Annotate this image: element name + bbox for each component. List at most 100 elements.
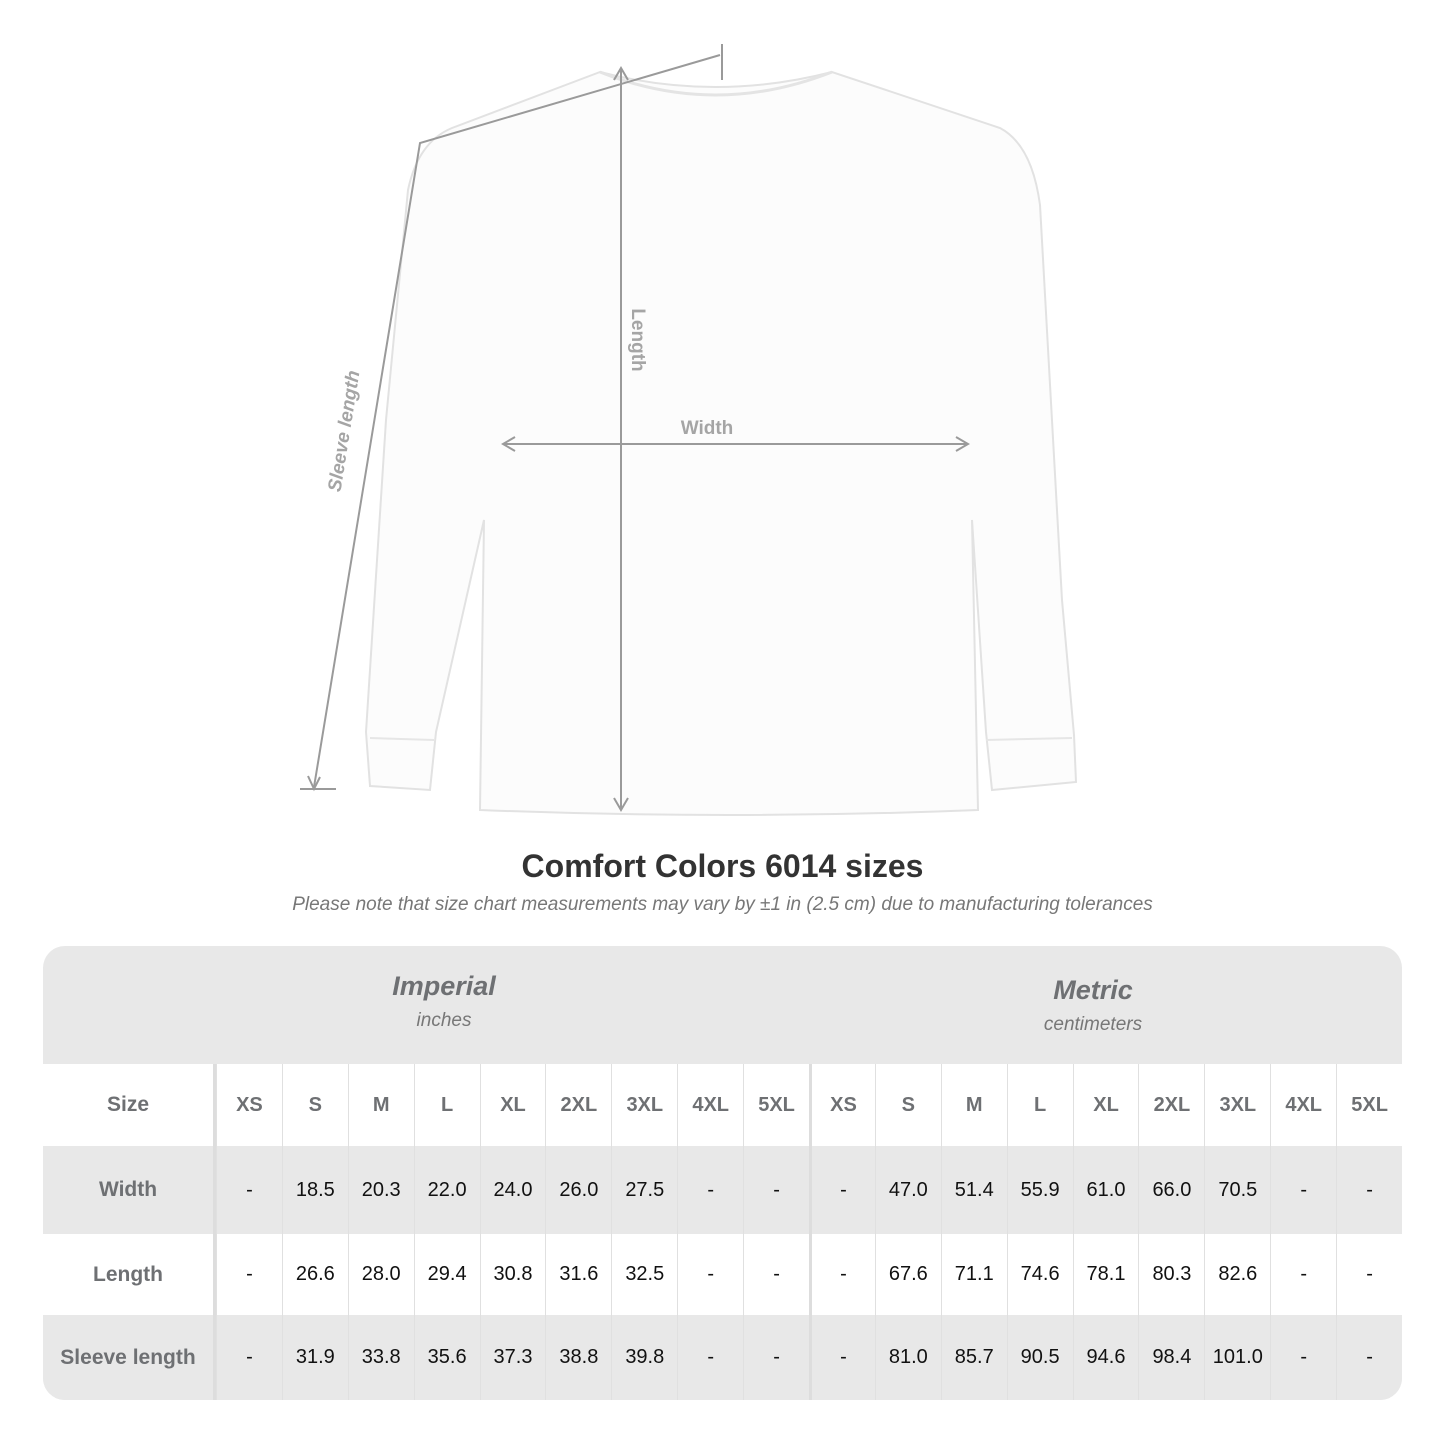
- imperial-value-3xl: 27.5: [611, 1146, 677, 1234]
- metric-title: Metric: [1053, 975, 1133, 1005]
- metric-value-4xl: -: [1270, 1315, 1336, 1400]
- imperial-value-m: 33.8: [347, 1315, 414, 1400]
- imperial-value-4xl: -: [677, 1234, 743, 1315]
- table-row-sleeve-length: Sleeve length -31.9 33.8 35.6 37.3 38.8 39.8- -…: [43, 1315, 1402, 1400]
- measurement-lines: [300, 44, 970, 812]
- metric-size-l: L: [1006, 1064, 1073, 1146]
- cuffs: [369, 737, 1073, 741]
- metric-value-xl: 61.0: [1072, 1146, 1139, 1234]
- metric-value-m: 85.7: [940, 1315, 1007, 1400]
- metric-size-4xl: 4XL: [1270, 1064, 1336, 1146]
- imperial-size-2xl: 2XL: [545, 1064, 611, 1146]
- size-header-row: Size XS S M L XL 2XL 3XL 4XL 5XL XS S M L XL 2XL 3XL 4XL 5…: [43, 1064, 1402, 1146]
- imperial-size-l: L: [413, 1064, 480, 1146]
- metric-unit: centimeters: [1043, 1014, 1143, 1035]
- table-row-width: Width -18.5 20.3 22.0 24.0 26.0 27.5- - -47.0 51.…: [43, 1146, 1402, 1234]
- imperial-value-l: 29.4: [413, 1234, 480, 1315]
- metric-value-s: 47.0: [874, 1146, 941, 1234]
- imperial-value-xl: 30.8: [479, 1234, 546, 1315]
- row-label: Length: [43, 1234, 216, 1315]
- imperial-value-l: 35.6: [413, 1315, 480, 1400]
- imperial-value-2xl: 31.6: [545, 1234, 611, 1315]
- imperial-value-xs: -: [216, 1146, 282, 1234]
- metric-value-2xl: 98.4: [1138, 1315, 1204, 1400]
- imperial-value-2xl: 38.8: [545, 1315, 611, 1400]
- metric-value-l: 74.6: [1006, 1234, 1073, 1315]
- metric-value-3xl: 70.5: [1204, 1146, 1270, 1234]
- imperial-value-s: 18.5: [281, 1146, 348, 1234]
- size-table: Imperial inches Metric centimeters Size X…: [43, 946, 1402, 1400]
- page-title: Comfort Colors 6014 sizes: [521, 848, 924, 884]
- metric-value-2xl: 66.0: [1138, 1146, 1204, 1234]
- width-label: Width: [681, 418, 734, 439]
- imperial-size-xs: XS: [216, 1064, 282, 1146]
- imperial-value-m: 28.0: [347, 1234, 414, 1315]
- imperial-value-xl: 24.0: [479, 1146, 546, 1234]
- imperial-size-s: S: [281, 1064, 348, 1146]
- metric-value-m: 51.4: [940, 1146, 1007, 1234]
- metric-size-2xl: 2XL: [1138, 1064, 1204, 1146]
- imperial-value-5xl: -: [743, 1146, 809, 1234]
- metric-value-s: 67.6: [874, 1234, 941, 1315]
- metric-value-xs: -: [809, 1146, 875, 1234]
- imperial-value-5xl: -: [743, 1234, 809, 1315]
- metric-value-m: 71.1: [940, 1234, 1007, 1315]
- imperial-value-3xl: 39.8: [611, 1315, 677, 1400]
- metric-value-xs: -: [809, 1234, 875, 1315]
- metric-value-4xl: -: [1270, 1146, 1336, 1234]
- metric-size-3xl: 3XL: [1204, 1064, 1270, 1146]
- imperial-size-xl: XL: [479, 1064, 546, 1146]
- metric-value-3xl: 82.6: [1204, 1234, 1270, 1315]
- metric-size-m: M: [940, 1064, 1007, 1146]
- row-label: Sleeve length: [43, 1315, 216, 1400]
- size-grid: Size XS S M L XL 2XL 3XL 4XL 5XL XS S M L XL 2XL 3XL 4XL 5…: [43, 1064, 1402, 1400]
- imperial-size-m: M: [347, 1064, 414, 1146]
- metric-size-s: S: [874, 1064, 941, 1146]
- metric-value-l: 55.9: [1006, 1146, 1073, 1234]
- shirt-diagram: Length Width Sleeve length: [300, 44, 1078, 816]
- metric-value-l: 90.5: [1006, 1315, 1073, 1400]
- imperial-value-3xl: 32.5: [611, 1234, 677, 1315]
- length-arrows: [613, 66, 629, 812]
- imperial-title: Imperial: [392, 971, 496, 1001]
- metric-size-xl: XL: [1072, 1064, 1139, 1146]
- imperial-size-3xl: 3XL: [611, 1064, 677, 1146]
- size-header: Size: [43, 1064, 216, 1146]
- metric-header: Metric centimeters: [809, 946, 1377, 1093]
- metric-value-2xl: 80.3: [1138, 1234, 1204, 1315]
- metric-value-3xl: 101.0: [1204, 1315, 1270, 1400]
- width-arrows: [501, 436, 970, 452]
- tolerance-note: Please note that size chart measurements…: [292, 894, 1153, 915]
- imperial-header: Imperial inches: [216, 946, 672, 1089]
- sleeve-line: [313, 54, 721, 788]
- metric-size-xs: XS: [809, 1064, 875, 1146]
- metric-value-s: 81.0: [874, 1315, 941, 1400]
- imperial-value-4xl: -: [677, 1315, 743, 1400]
- metric-value-xl: 78.1: [1072, 1234, 1139, 1315]
- imperial-value-s: 31.9: [281, 1315, 348, 1400]
- imperial-value-s: 26.6: [281, 1234, 348, 1315]
- imperial-size-5xl: 5XL: [743, 1064, 809, 1146]
- metric-value-xl: 94.6: [1072, 1315, 1139, 1400]
- metric-value-5xl: -: [1336, 1234, 1402, 1315]
- metric-size-5xl: 5XL: [1336, 1064, 1402, 1146]
- imperial-value-4xl: -: [677, 1146, 743, 1234]
- imperial-value-l: 22.0: [413, 1146, 480, 1234]
- imperial-value-xl: 37.3: [479, 1315, 546, 1400]
- imperial-value-5xl: -: [743, 1315, 809, 1400]
- imperial-value-xs: -: [216, 1315, 282, 1400]
- row-label: Width: [43, 1146, 216, 1234]
- imperial-value-2xl: 26.0: [545, 1146, 611, 1234]
- sleeve-arrow: [307, 775, 321, 792]
- imperial-size-4xl: 4XL: [677, 1064, 743, 1146]
- length-label: Length: [627, 308, 648, 371]
- sleeve-length-label: Sleeve length: [325, 369, 365, 493]
- metric-value-4xl: -: [1270, 1234, 1336, 1315]
- imperial-unit: inches: [416, 1010, 472, 1031]
- metric-value-5xl: -: [1336, 1146, 1402, 1234]
- imperial-value-m: 20.3: [347, 1146, 414, 1234]
- metric-value-xs: -: [809, 1315, 875, 1400]
- imperial-value-xs: -: [216, 1234, 282, 1315]
- table-row-length: Length -26.6 28.0 29.4 30.8 31.6 32.5- - -67.6 71…: [43, 1234, 1402, 1315]
- metric-value-5xl: -: [1336, 1315, 1402, 1400]
